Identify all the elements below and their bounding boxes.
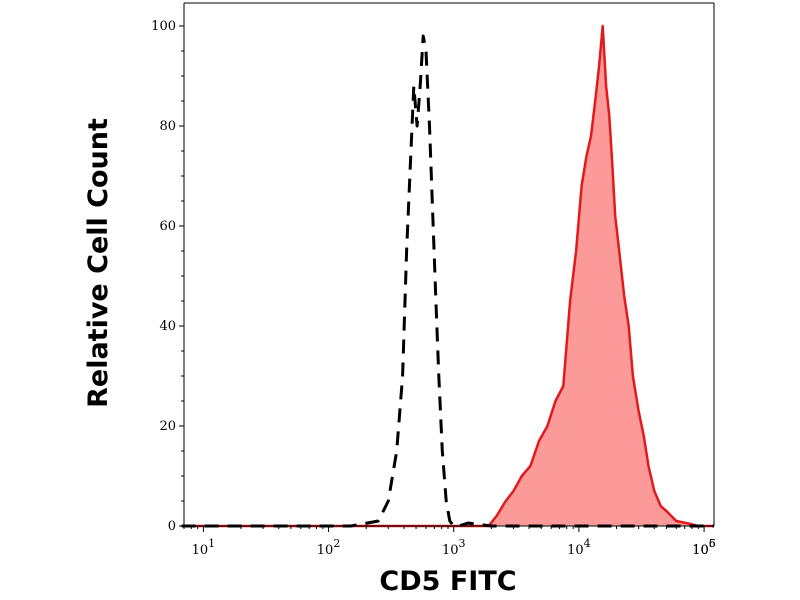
- y-tick-label: 20: [159, 419, 176, 434]
- y-tick-label: 40: [159, 319, 176, 334]
- x-tick-label: 102: [317, 537, 341, 558]
- y-tick-label: 80: [159, 119, 176, 134]
- plot-area: [181, 24, 715, 528]
- x-tick-label: 106: [692, 537, 716, 558]
- series-0-line: [181, 34, 714, 528]
- y-axis-title: Relative Cell Count: [83, 118, 114, 408]
- x-tick-label: 103: [442, 537, 466, 558]
- series-1-line: [181, 24, 714, 528]
- y-tick-label: 0: [168, 519, 176, 534]
- y-tick-label: 100: [151, 19, 176, 34]
- x-tick-label: 101: [192, 537, 216, 558]
- series-1-fill: [181, 26, 715, 526]
- x-tick-label: 105: [692, 537, 716, 558]
- y-tick-label: 60: [159, 219, 176, 234]
- x-tick-label: 104: [567, 537, 591, 558]
- x-axis-title: CD5 FITC: [379, 566, 516, 597]
